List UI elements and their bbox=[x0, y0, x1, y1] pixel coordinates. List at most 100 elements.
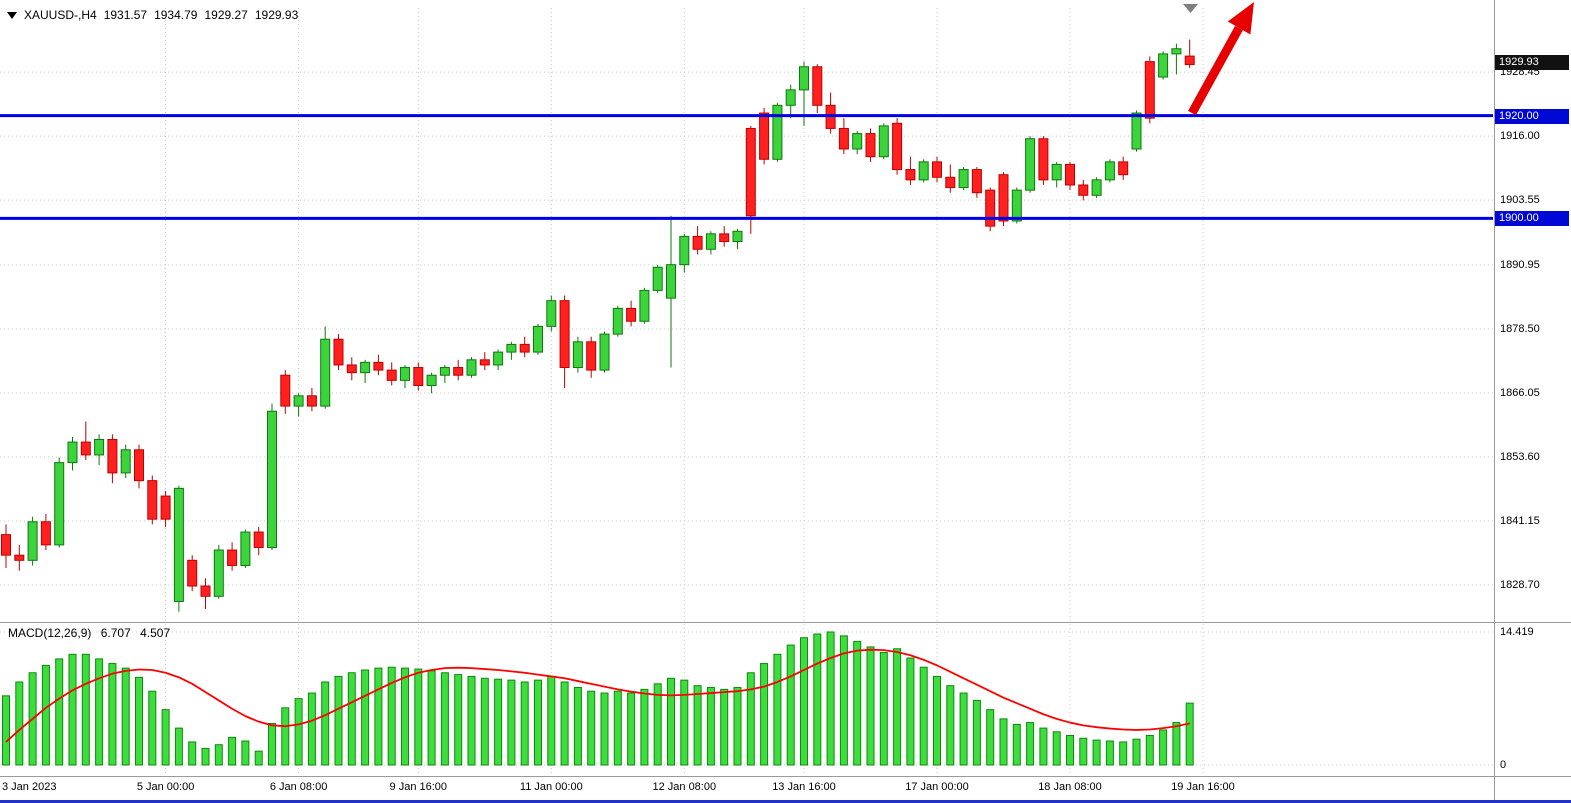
window-border-bottom bbox=[0, 800, 1571, 803]
candle-body bbox=[852, 133, 863, 150]
macd-histogram-bar bbox=[573, 687, 582, 766]
macd-histogram-bar bbox=[720, 688, 729, 766]
candle-body bbox=[998, 174, 1009, 222]
macd-histogram-bar bbox=[1066, 734, 1074, 766]
macd-histogram-bar bbox=[613, 690, 622, 766]
macd-axis-label: 14.419 bbox=[1500, 625, 1534, 638]
candle-body bbox=[878, 125, 889, 158]
trend-arrow-head[interactable] bbox=[1227, 2, 1254, 35]
candle-body bbox=[466, 359, 477, 376]
macd-value: 6.707 bbox=[100, 626, 131, 640]
macd-histogram-bar bbox=[1039, 727, 1048, 766]
time-axis-label: 3 Jan 2023 bbox=[2, 781, 57, 793]
macd-histogram-bar bbox=[1012, 723, 1021, 766]
candle-body bbox=[546, 300, 557, 327]
candle-body bbox=[333, 338, 344, 366]
macd-histogram-bar bbox=[494, 678, 503, 766]
macd-histogram-bar bbox=[427, 670, 436, 766]
macd-histogram-bar bbox=[680, 679, 689, 766]
ohlc-high: 1934.79 bbox=[154, 8, 198, 22]
macd-histogram-bar bbox=[108, 663, 117, 766]
macd-histogram-bar bbox=[440, 672, 449, 766]
macd-histogram-bar bbox=[972, 699, 981, 766]
candle-body bbox=[745, 127, 756, 217]
candle-body bbox=[1118, 161, 1129, 176]
candle-body bbox=[1025, 138, 1036, 191]
candle-body bbox=[586, 341, 597, 371]
macd-histogram-bar bbox=[401, 667, 409, 766]
macd-signal-value: 4.507 bbox=[140, 626, 171, 640]
candle-body bbox=[187, 559, 198, 587]
time-axis-label: 19 Jan 16:00 bbox=[1171, 781, 1235, 793]
candle-body bbox=[1144, 61, 1155, 119]
macd-histogram-bar bbox=[800, 637, 808, 766]
macd-histogram-bar bbox=[334, 675, 343, 766]
candle-body bbox=[360, 361, 371, 374]
macd-histogram-bar bbox=[1092, 739, 1101, 766]
chart-shift-marker-icon[interactable] bbox=[1183, 4, 1198, 13]
candle-body bbox=[533, 325, 543, 353]
candle-body bbox=[200, 585, 211, 597]
candle-body bbox=[426, 374, 437, 387]
candle-body bbox=[227, 549, 238, 566]
candle-body bbox=[932, 161, 942, 178]
candle-body bbox=[373, 361, 384, 371]
price-axis-label: 1903.55 bbox=[1500, 194, 1540, 207]
candle-body bbox=[1171, 48, 1182, 55]
macd-histogram-bar bbox=[1079, 737, 1088, 766]
time-axis-label: 11 Jan 00:00 bbox=[519, 781, 583, 793]
candle-body bbox=[626, 307, 637, 322]
candle-body bbox=[147, 480, 158, 520]
price-axis-label: 1853.60 bbox=[1500, 450, 1540, 463]
trend-arrow-shaft[interactable] bbox=[1188, 25, 1243, 116]
macd-histogram-bar bbox=[268, 722, 276, 766]
symbol-dropdown-icon[interactable] bbox=[7, 11, 17, 19]
time-axis-label: 13 Jan 16:00 bbox=[772, 781, 836, 793]
candle-body bbox=[838, 127, 849, 150]
macd-histogram-bar bbox=[733, 687, 742, 766]
price-axis-label: 1841.15 bbox=[1500, 514, 1540, 527]
candle-body bbox=[719, 233, 730, 243]
time-axis-label: 18 Jan 08:00 bbox=[1038, 781, 1102, 793]
macd-axis-label: 0 bbox=[1500, 759, 1507, 771]
candle-body bbox=[1158, 53, 1169, 78]
candle-body bbox=[918, 161, 929, 181]
symbol-timeframe: XAUUSD-,H4 bbox=[24, 8, 97, 22]
candle-body bbox=[519, 343, 530, 353]
macd-histogram-bar bbox=[986, 709, 995, 766]
panel-separator[interactable] bbox=[0, 622, 1571, 623]
macd-histogram-bar bbox=[414, 668, 423, 766]
candle-body bbox=[253, 531, 264, 548]
time-axis-label: 5 Jan 00:00 bbox=[136, 781, 195, 793]
candle-body bbox=[679, 235, 690, 266]
macd-histogram-bar bbox=[706, 687, 715, 766]
macd-histogram-bar bbox=[361, 669, 370, 766]
candle-body bbox=[120, 449, 131, 474]
macd-histogram-bar bbox=[135, 676, 143, 766]
macd-histogram-bar bbox=[866, 646, 875, 766]
ohlc-low: 1929.27 bbox=[204, 8, 248, 22]
price-axis-label: 1866.05 bbox=[1500, 386, 1540, 399]
candle-body bbox=[413, 367, 424, 387]
candle-body bbox=[732, 230, 743, 243]
candle-body bbox=[107, 438, 118, 474]
macd-histogram-bar bbox=[853, 640, 862, 766]
macd-histogram-bar bbox=[387, 666, 396, 766]
macd-histogram-bar bbox=[347, 672, 356, 766]
macd-histogram-bar bbox=[254, 750, 263, 766]
macd-histogram-bar bbox=[281, 707, 290, 766]
macd-histogram-bar bbox=[534, 679, 542, 766]
macd-signal-line bbox=[5, 648, 1190, 743]
macd-histogram-bar bbox=[241, 740, 250, 766]
macd-histogram-bar bbox=[1172, 722, 1181, 766]
current-price-badge: 1929.93 bbox=[1495, 54, 1569, 70]
candle-body bbox=[666, 264, 676, 299]
macd-histogram-bar bbox=[1119, 741, 1128, 766]
level-price-badge: 1920.00 bbox=[1495, 108, 1569, 124]
candle-body bbox=[346, 364, 357, 374]
macd-histogram-bar bbox=[174, 727, 183, 766]
macd-histogram-bar bbox=[374, 667, 383, 766]
candle-body bbox=[905, 169, 916, 181]
